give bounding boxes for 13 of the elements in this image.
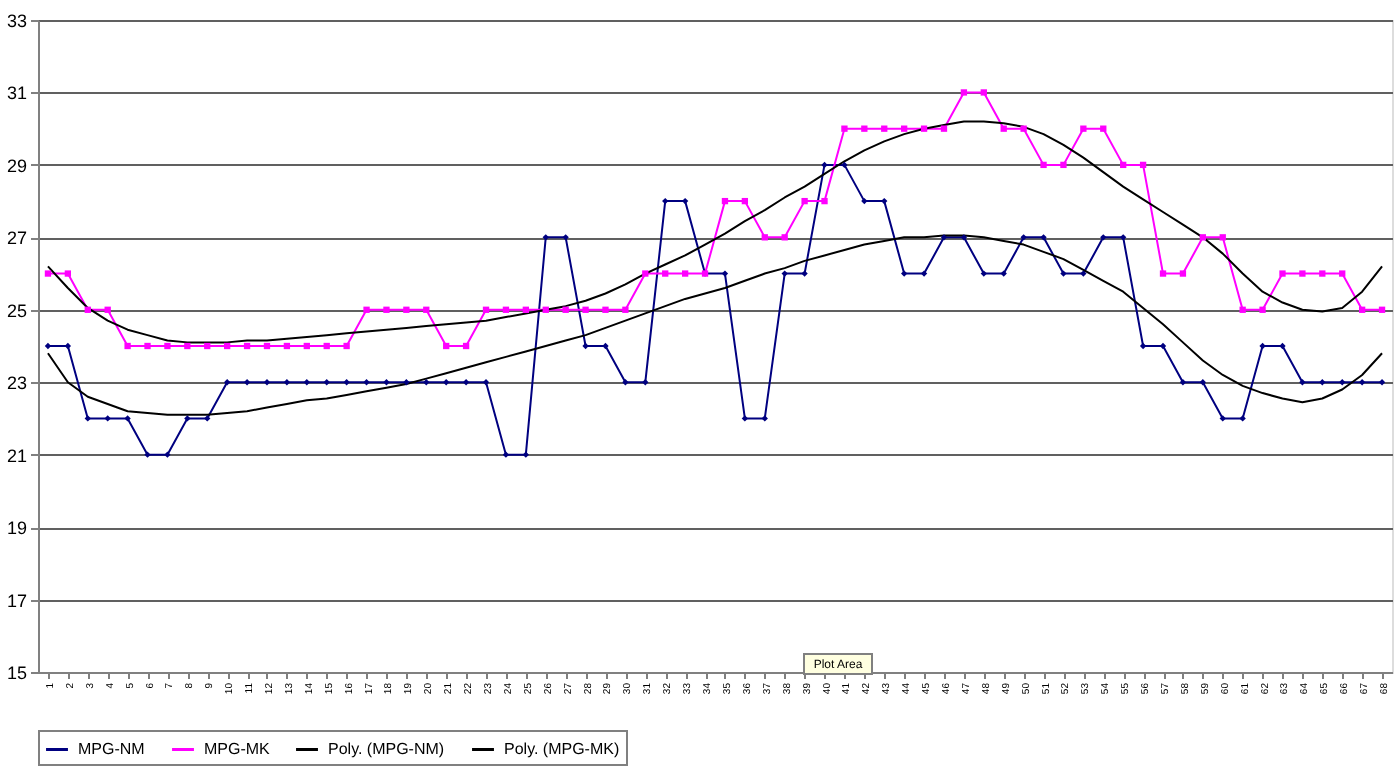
y-tick-label: 17 <box>6 590 27 611</box>
y-tick-label: 33 <box>6 11 27 31</box>
y-tick-label: 23 <box>6 373 27 394</box>
legend-label: Poly. (MPG-MK) <box>504 739 620 758</box>
legend-label: MPG-MK <box>204 739 272 758</box>
legend-label: Poly. (MPG-NM) <box>328 739 445 758</box>
y-tick-label: 31 <box>6 83 27 104</box>
legend-label: MPG-NM <box>78 739 146 758</box>
y-tick-label: 21 <box>6 445 27 466</box>
y-tick-label: 27 <box>6 228 27 249</box>
y-tick-label: 29 <box>6 155 27 176</box>
y-tick-label: 19 <box>6 518 27 539</box>
y-tick-label: 25 <box>6 300 27 321</box>
